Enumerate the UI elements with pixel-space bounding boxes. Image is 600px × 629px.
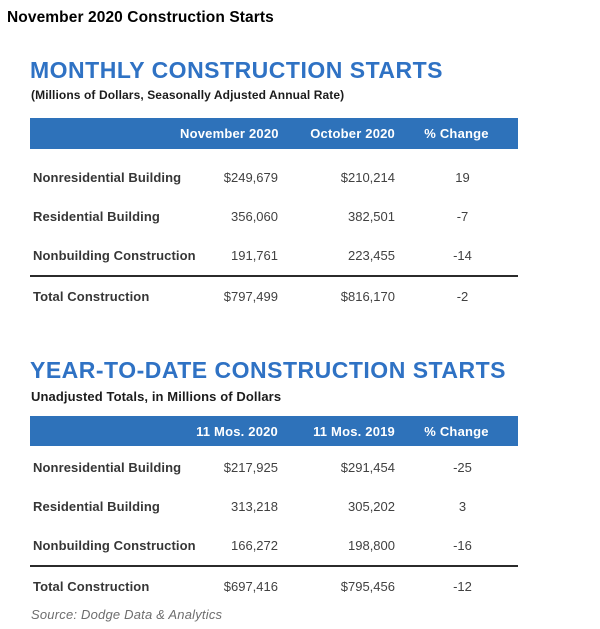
table-row-total: Total Construction $697,416 $795,456 -12	[30, 565, 518, 606]
value-prior: 223,455	[348, 248, 395, 263]
table-row-residential: Residential Building 313,218 305,202 3	[30, 487, 518, 526]
value-current: $797,499	[180, 275, 278, 316]
value-prior: $291,454	[340, 460, 395, 475]
value-prior: 198,800	[348, 538, 395, 553]
pct-change: 3	[458, 499, 467, 514]
header-pct-change: % Change	[424, 423, 489, 439]
header-pct-change: % Change	[424, 126, 489, 141]
ytd-section-subheading: Unadjusted Totals, in Millions of Dollar…	[31, 389, 282, 404]
row-label: Total Construction	[30, 275, 180, 316]
value-prior: $795,456	[278, 565, 395, 606]
pct-change: -25	[453, 460, 472, 475]
value-prior: $816,170	[278, 275, 395, 316]
value-prior: 382,501	[348, 209, 395, 224]
value-prior: 305,202	[348, 499, 395, 514]
value-current: 313,218	[231, 499, 278, 514]
pct-change: -7	[456, 209, 469, 224]
ytd-section-heading: YEAR-TO-DATE CONSTRUCTION STARTS	[30, 357, 506, 383]
pct-change: 19	[455, 170, 470, 185]
value-current: $217,925	[223, 460, 278, 475]
table-row-residential: Residential Building 356,060 382,501 -7	[30, 197, 518, 236]
row-label: Residential Building	[33, 499, 160, 514]
table-row-total: Total Construction $797,499 $816,170 -2	[30, 275, 518, 316]
value-prior: $210,214	[340, 170, 395, 185]
value-current: $697,416	[180, 565, 278, 606]
monthly-table-header-row: November 2020 October 2020 % Change	[30, 118, 518, 149]
ytd-table: 11 Mos. 2020 11 Mos. 2019 % Change Nonre…	[30, 416, 518, 606]
table-row-nonbuilding: Nonbuilding Construction 191,761 223,455…	[30, 236, 518, 276]
row-label: Nonbuilding Construction	[33, 538, 196, 553]
value-current: 356,060	[231, 209, 278, 224]
header-blank	[30, 118, 180, 149]
pct-change: -12	[395, 565, 518, 606]
row-label: Nonresidential Building	[33, 460, 182, 475]
value-current: 166,272	[231, 538, 278, 553]
monthly-table: November 2020 October 2020 % Change Nonr…	[30, 118, 518, 316]
source-note: Source: Dodge Data & Analytics	[31, 607, 223, 622]
pct-change: -2	[395, 275, 518, 316]
monthly-section-subheading: (Millions of Dollars, Seasonally Adjuste…	[31, 88, 345, 102]
value-current: 191,761	[231, 248, 278, 263]
row-label: Residential Building	[33, 209, 160, 224]
monthly-section-heading: MONTHLY CONSTRUCTION STARTS	[30, 57, 444, 83]
document-title: November 2020 Construction Starts	[7, 9, 274, 26]
row-label: Total Construction	[30, 565, 180, 606]
header-october-2020: October 2020	[310, 126, 395, 141]
pct-change: -16	[453, 538, 472, 553]
value-current: $249,679	[223, 170, 278, 185]
row-label: Nonbuilding Construction	[33, 248, 196, 263]
header-november-2020: November 2020	[180, 126, 279, 141]
section-year-to-date: YEAR-TO-DATE CONSTRUCTION STARTS Unadjus…	[30, 356, 600, 606]
header-11mos-2019: 11 Mos. 2019	[313, 423, 395, 439]
ytd-table-header-row: 11 Mos. 2020 11 Mos. 2019 % Change	[30, 416, 518, 446]
table-row-nonresidential: Nonresidential Building $249,679 $210,21…	[30, 149, 518, 197]
table-row-nonbuilding: Nonbuilding Construction 166,272 198,800…	[30, 526, 518, 566]
row-label: Nonresidential Building	[33, 170, 182, 185]
header-11mos-2020: 11 Mos. 2020	[196, 423, 278, 439]
section-monthly: MONTHLY CONSTRUCTION STARTS (Millions of…	[30, 56, 600, 316]
header-blank	[30, 416, 180, 446]
pct-change: -14	[453, 248, 472, 263]
table-row-nonresidential: Nonresidential Building $217,925 $291,45…	[30, 446, 518, 487]
